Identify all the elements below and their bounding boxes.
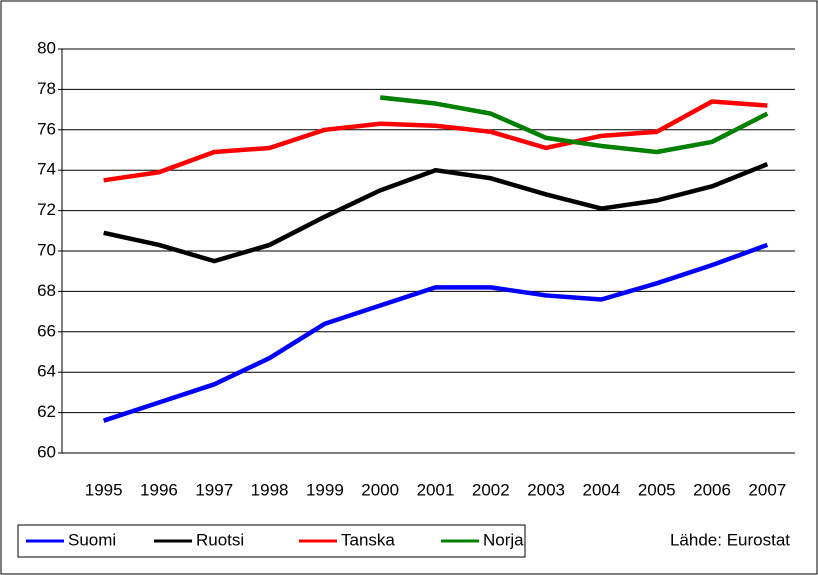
x-tick-label: 1996 — [140, 480, 178, 499]
y-tick-label: 62 — [37, 402, 56, 421]
x-tick-label: 2006 — [693, 480, 731, 499]
series-line — [103, 99, 768, 183]
legend-label: Norja — [483, 530, 524, 549]
legend-label: Suomi — [68, 530, 116, 549]
x-tick-label: 2005 — [638, 480, 676, 499]
y-tick-label: 66 — [37, 321, 56, 340]
x-tick-label: 1998 — [251, 480, 289, 499]
legend-box — [17, 524, 526, 558]
series-line — [379, 95, 769, 155]
y-tick-label: 60 — [37, 442, 56, 461]
legend-label: Ruotsi — [196, 530, 244, 549]
x-tick-label: 2002 — [472, 480, 510, 499]
y-tick-label: 70 — [37, 240, 56, 259]
y-tick-label: 78 — [37, 79, 56, 98]
annotation: Lähde: Eurostat — [670, 530, 790, 549]
series-line — [103, 162, 769, 264]
legend-label: Tanska — [341, 530, 395, 549]
y-tick-label: 74 — [37, 160, 56, 179]
y-tick-label: 64 — [37, 362, 56, 381]
x-tick-label: 2004 — [583, 480, 621, 499]
x-tick-label: 1997 — [195, 480, 233, 499]
x-tick-label: 1999 — [306, 480, 344, 499]
y-tick-label: 68 — [37, 281, 56, 300]
y-tick-label: 72 — [37, 200, 56, 219]
y-tick-label: 76 — [37, 119, 56, 138]
y-tick-label: 80 — [37, 38, 56, 57]
series-line — [102, 242, 769, 423]
x-tick-label: 2003 — [527, 480, 565, 499]
x-tick-label: 2000 — [361, 480, 399, 499]
x-tick-label: 2001 — [417, 480, 455, 499]
x-tick-label: 2007 — [748, 480, 786, 499]
x-tick-label: 1995 — [85, 480, 123, 499]
